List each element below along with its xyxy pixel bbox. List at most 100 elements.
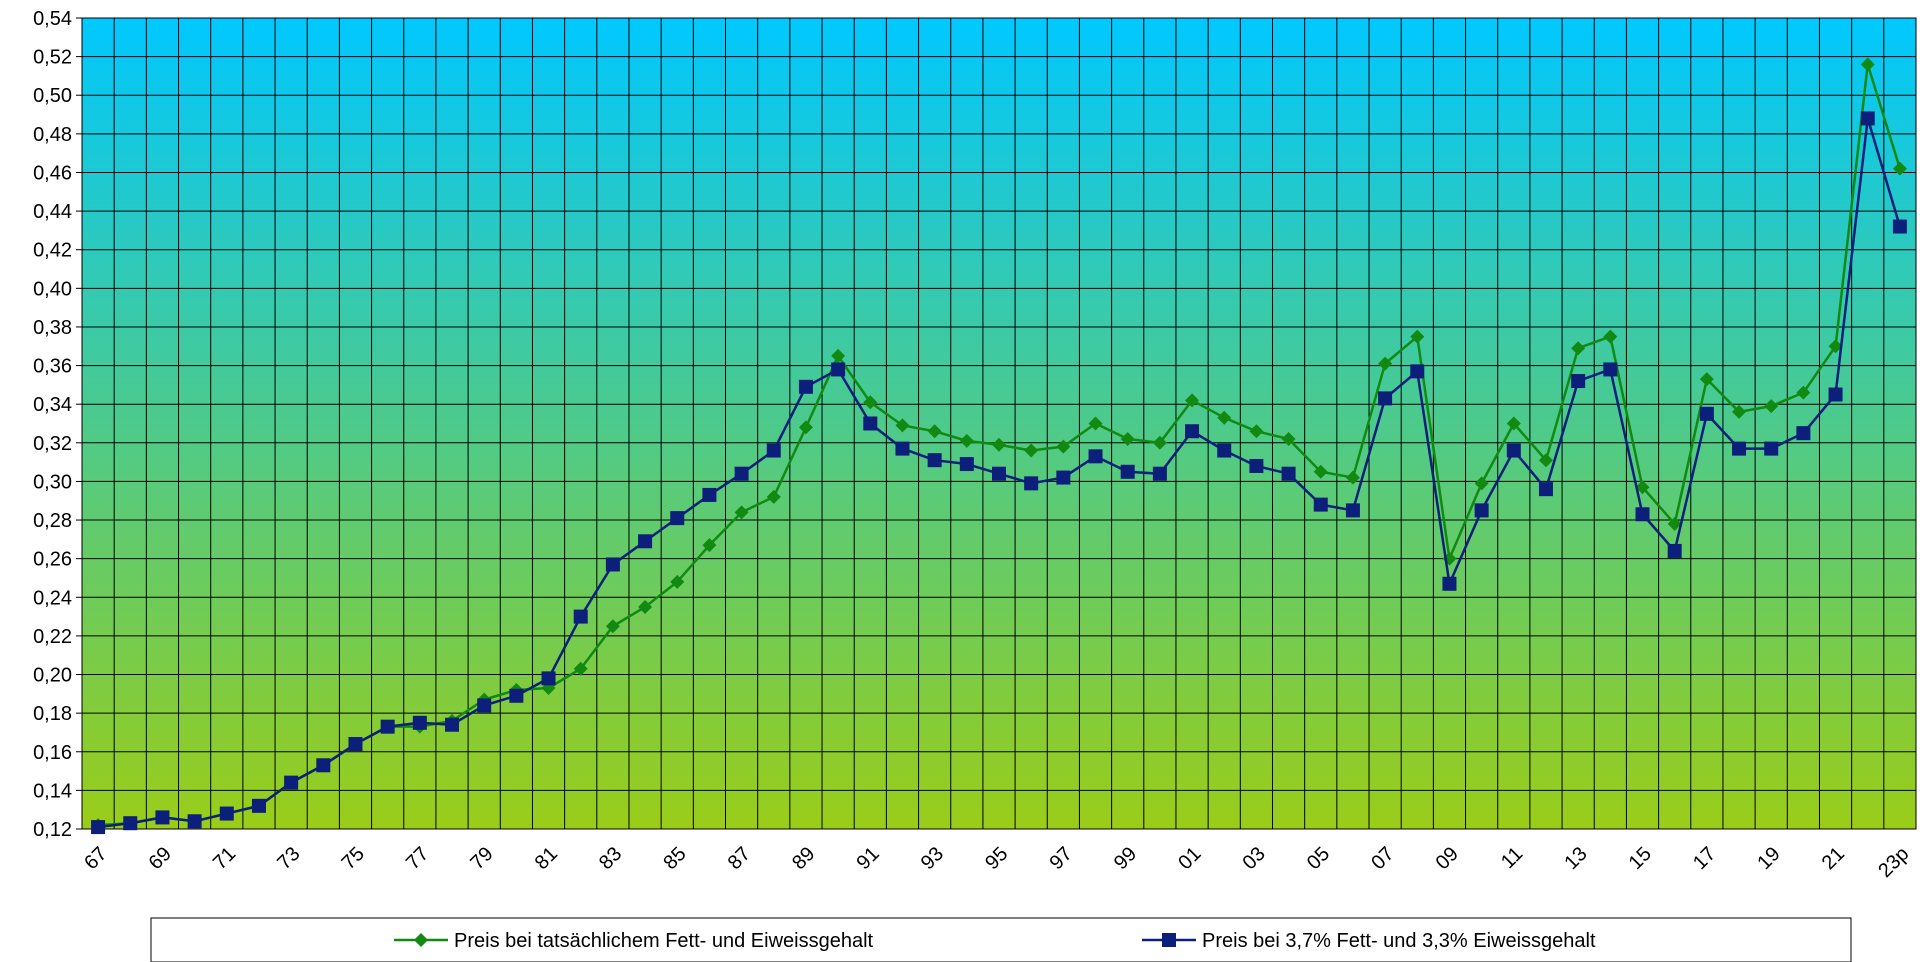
y-tick-label: 0,44 bbox=[33, 201, 72, 223]
data-point-square bbox=[412, 715, 427, 730]
data-point-square bbox=[573, 609, 588, 624]
data-point-square bbox=[798, 379, 813, 394]
data-point-diamond bbox=[670, 574, 685, 589]
data-point-square bbox=[670, 511, 685, 526]
data-point-diamond bbox=[992, 437, 1006, 452]
data-point-diamond bbox=[605, 619, 620, 634]
data-point-square bbox=[927, 453, 942, 468]
y-tick-label: 0,26 bbox=[33, 549, 72, 571]
data-point-diamond bbox=[702, 538, 717, 553]
legend-label: Preis bei tatsächlichem Fett- und Eiweis… bbox=[454, 930, 874, 952]
data-point-diamond bbox=[1732, 404, 1747, 419]
data-point-square bbox=[1056, 470, 1071, 485]
data-point-diamond bbox=[1313, 464, 1328, 479]
data-point-diamond bbox=[1667, 516, 1682, 531]
y-tick-label: 0,24 bbox=[33, 587, 72, 609]
data-point-square bbox=[1699, 406, 1714, 421]
data-point-square bbox=[831, 362, 846, 377]
x-tick-label: 97 bbox=[1045, 843, 1076, 874]
y-tick-label: 0,46 bbox=[33, 162, 72, 184]
data-point-square bbox=[1185, 424, 1200, 439]
y-tick-label: 0,42 bbox=[33, 240, 72, 262]
x-tick-label: 23p bbox=[1874, 843, 1913, 882]
data-point-diamond bbox=[1538, 453, 1553, 468]
legend-label: Preis bei 3,7% Fett- und 3,3% Eiweissgeh… bbox=[1202, 930, 1596, 952]
data-point-square bbox=[1088, 449, 1103, 464]
y-tick-label: 0,52 bbox=[33, 47, 72, 69]
x-tick-label: 19 bbox=[1753, 843, 1784, 874]
data-point-square bbox=[123, 816, 138, 831]
x-tick-label: 11 bbox=[1497, 843, 1527, 873]
x-tick-label: 91 bbox=[852, 843, 883, 874]
data-point-diamond bbox=[831, 348, 846, 363]
y-tick-label: 0,12 bbox=[33, 819, 72, 841]
data-point-diamond bbox=[1860, 57, 1875, 72]
data-point-square bbox=[1442, 576, 1457, 591]
data-point-square bbox=[605, 557, 620, 572]
legend-item: Preis bei tatsächlichem Fett- und Eiweis… bbox=[394, 930, 874, 952]
data-point-square bbox=[1732, 441, 1747, 456]
data-point-diamond bbox=[573, 661, 588, 676]
data-point-diamond bbox=[1378, 356, 1393, 371]
data-point-square bbox=[251, 798, 266, 813]
data-point-diamond bbox=[1281, 431, 1296, 446]
x-tick-label: 93 bbox=[917, 843, 948, 874]
x-tick-label: 77 bbox=[402, 843, 433, 874]
data-point-diamond bbox=[1892, 161, 1907, 176]
y-tick-label: 0,48 bbox=[33, 124, 72, 146]
data-point-square bbox=[155, 810, 170, 825]
data-point-square bbox=[187, 814, 202, 829]
data-point-diamond bbox=[1024, 443, 1039, 458]
x-tick-label: 83 bbox=[595, 843, 626, 874]
data-point-square bbox=[1538, 482, 1553, 497]
y-tick-label: 0,30 bbox=[33, 471, 72, 493]
data-point-diamond bbox=[1120, 431, 1135, 446]
data-point-square bbox=[380, 719, 395, 734]
x-tick-label: 17 bbox=[1689, 843, 1720, 874]
y-tick-label: 0,36 bbox=[33, 356, 72, 378]
y-tick-label: 0,20 bbox=[33, 665, 72, 687]
data-point-square bbox=[992, 466, 1006, 481]
x-tick-label: 71 bbox=[209, 843, 240, 874]
data-point-diamond bbox=[895, 418, 910, 433]
x-tick-label: 67 bbox=[80, 843, 111, 874]
x-tick-label: 09 bbox=[1432, 843, 1463, 874]
y-tick-label: 0,14 bbox=[33, 780, 72, 802]
y-tick-label: 0,32 bbox=[33, 433, 72, 455]
data-point-diamond bbox=[927, 424, 942, 439]
data-point-square bbox=[1281, 466, 1296, 481]
data-point-square bbox=[509, 688, 524, 703]
data-point-square bbox=[702, 487, 717, 502]
legend-item: Preis bei 3,7% Fett- und 3,3% Eiweissgeh… bbox=[1142, 930, 1596, 952]
data-point-square bbox=[1152, 466, 1167, 481]
x-tick-label: 87 bbox=[724, 843, 755, 874]
data-point-diamond bbox=[1699, 372, 1714, 387]
data-point-square bbox=[91, 820, 106, 835]
x-tick-label: 81 bbox=[531, 843, 562, 874]
y-tick-label: 0,22 bbox=[33, 626, 72, 648]
data-point-square bbox=[1120, 464, 1135, 479]
data-point-square bbox=[1892, 219, 1907, 234]
data-point-square bbox=[1345, 503, 1360, 518]
data-point-diamond bbox=[1217, 410, 1232, 425]
data-point-square bbox=[541, 671, 556, 686]
x-tick-label: 07 bbox=[1367, 843, 1398, 874]
data-point-square bbox=[1162, 933, 1176, 947]
data-point-square bbox=[766, 443, 781, 458]
data-point-square bbox=[284, 775, 299, 790]
data-point-diamond bbox=[734, 505, 749, 520]
data-point-square bbox=[1603, 362, 1618, 377]
data-point-square bbox=[1217, 443, 1232, 458]
data-point-square bbox=[863, 416, 878, 431]
data-point-square bbox=[1313, 497, 1328, 512]
x-tick-label: 95 bbox=[981, 843, 1012, 874]
x-tick-label: 15 bbox=[1625, 843, 1656, 874]
data-point-square bbox=[477, 698, 492, 713]
plot-area-border bbox=[81, 17, 1917, 830]
x-tick-label: 03 bbox=[1239, 843, 1270, 874]
x-tick-label: 05 bbox=[1303, 843, 1334, 874]
data-point-diamond bbox=[1506, 416, 1521, 431]
data-point-diamond bbox=[1603, 329, 1618, 344]
x-tick-label: 69 bbox=[145, 843, 176, 874]
